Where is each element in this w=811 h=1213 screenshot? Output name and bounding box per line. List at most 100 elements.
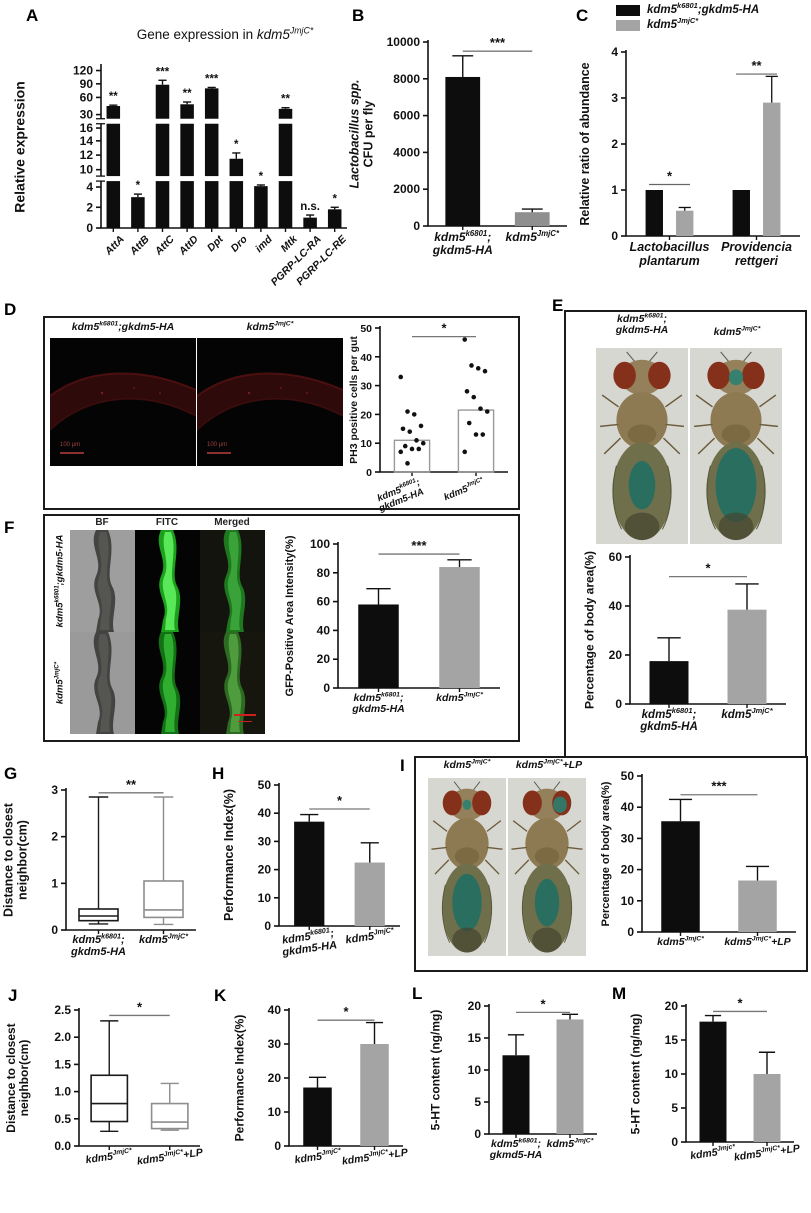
svg-text:4: 4 <box>611 45 618 59</box>
svg-text:16: 16 <box>80 121 94 135</box>
fly-photo <box>690 348 782 544</box>
svg-text:0: 0 <box>627 925 634 939</box>
merged-gut-image <box>200 530 265 632</box>
merged-gut-image <box>200 632 265 734</box>
panel-e-ylabel: Percentage of body area(%) <box>582 550 597 710</box>
x-axis-label: kdm5k6801; gkdm5-HA <box>640 706 698 734</box>
svg-text:*: * <box>737 995 743 1010</box>
svg-text:5: 5 <box>474 1095 481 1109</box>
chart-svg: 0.0 0.5 1.0 1.5 2.0 2.5 * <box>54 999 200 1153</box>
svg-text:*: * <box>137 999 143 1014</box>
panel-j-letter: J <box>8 986 18 1005</box>
panel-i-ylabel: Percentage of body area(%) <box>599 781 612 927</box>
panel-f-column-header: Merged <box>214 517 250 528</box>
svg-text:**: ** <box>109 91 118 103</box>
panel-m-ylabel: 5-HT content (ng/mg) <box>628 1013 643 1135</box>
svg-text:60: 60 <box>317 595 331 609</box>
chart-svg: 0 20 40 60 80 100 *** <box>310 537 500 695</box>
panel-k-chart: 0 10 20 30 40 * kdm5JmjC* kdm5JmjC*+LP <box>255 1002 413 1174</box>
scale-bar <box>238 721 252 722</box>
svg-text:10: 10 <box>665 1067 679 1081</box>
x-axis-label: kdm5JmjC* <box>139 932 188 946</box>
svg-text:40: 40 <box>258 806 272 820</box>
svg-text:40: 40 <box>268 1003 282 1017</box>
svg-text:20: 20 <box>317 652 331 666</box>
svg-text:80: 80 <box>317 566 331 580</box>
panel-e-image-label: kdm5k6801; gkdm5-HA <box>615 312 669 337</box>
svg-text:30: 30 <box>360 381 372 393</box>
svg-text:10: 10 <box>258 891 272 905</box>
svg-text:2: 2 <box>611 137 618 151</box>
legend-item: kdm5JmjC* <box>616 17 759 31</box>
panel-h-chart: 0 10 20 30 40 50 * kdm5k6801; gkdm5-HA kdm5JmjC* <box>245 775 410 972</box>
svg-text:12: 12 <box>80 148 94 162</box>
panel-i-chart: 0 10 20 30 40 50 *** kdm5JmjC* kdm5JmjC*+LP <box>612 766 804 962</box>
panel-a-title: Gene expression in kdm5JmjC* <box>136 25 314 42</box>
svg-text:**: ** <box>281 94 290 106</box>
x-axis-label: Providencia rettgeri <box>721 240 792 268</box>
svg-text:40: 40 <box>317 623 331 637</box>
svg-text:3: 3 <box>611 91 618 105</box>
svg-text:0: 0 <box>366 467 372 479</box>
panel-b-chart: 0 2000 4000 6000 8000 10000 *** kdm5k6801; gkdm5… <box>372 28 577 280</box>
svg-text:0.5: 0.5 <box>54 1112 71 1126</box>
x-axis-label: kdm5JmjC* <box>546 1137 594 1150</box>
svg-text:14: 14 <box>80 134 94 148</box>
chart-svg: 0 10 20 30 40 50 * <box>360 321 508 479</box>
panel-m-chart: 0 5 10 15 20 * kdm5Jmjc* kdm5JmjC*+LP <box>652 995 804 1170</box>
svg-text:6000: 6000 <box>393 109 420 123</box>
svg-text:*: * <box>441 321 447 336</box>
panel-k-ylabel: Performance Index(%) <box>232 1014 247 1142</box>
svg-text:30: 30 <box>80 108 94 122</box>
legend-label: kdm5k6801;gkdm5-HA <box>647 1 760 16</box>
x-axis-label: kdm5JmjC* <box>505 229 559 244</box>
svg-text:40: 40 <box>360 352 372 364</box>
panel-i-image-label: kdm5JmjC* <box>443 758 491 771</box>
svg-text:15: 15 <box>468 1031 482 1045</box>
svg-text:20: 20 <box>621 863 635 877</box>
legend-item: kdm5k6801;gkdm5-HA <box>616 1 760 16</box>
svg-text:2: 2 <box>51 830 58 844</box>
svg-text:90: 90 <box>80 77 94 91</box>
svg-text:0: 0 <box>86 221 93 235</box>
svg-text:n.s.: n.s. <box>300 201 320 213</box>
panel-l-chart: 0 5 10 15 20 * kdm5k6801; gkmd5-HA kdm5JmjC* <box>455 996 607 1174</box>
panel-f-letter: F <box>4 518 15 537</box>
panel-d-image-label: kdm5JmjC* <box>246 320 294 333</box>
svg-text:0: 0 <box>264 919 271 933</box>
svg-text:4: 4 <box>86 180 93 194</box>
svg-text:*: * <box>332 193 337 205</box>
svg-text:1: 1 <box>51 876 58 890</box>
svg-text:100: 100 <box>310 537 330 551</box>
panel-a-letter: A <box>26 6 39 25</box>
svg-text:60: 60 <box>609 550 623 564</box>
svg-text:10: 10 <box>621 894 635 908</box>
panel-f-column-header: BF <box>95 517 109 528</box>
svg-text:20: 20 <box>258 863 272 877</box>
panel-a-ylabel: Relative expression <box>11 81 28 213</box>
svg-text:**: ** <box>751 58 762 73</box>
x-axis-label: kdm5k6801; gkmd5-HA <box>489 1137 543 1162</box>
svg-text:10: 10 <box>268 1105 282 1119</box>
svg-text:20: 20 <box>609 648 623 662</box>
svg-text:**: ** <box>183 88 192 100</box>
scale-bar <box>234 714 256 716</box>
svg-text:4000: 4000 <box>393 145 420 159</box>
panel-j-ylabel: Distance to closest neighbor(cm) <box>3 1023 31 1133</box>
svg-text:0: 0 <box>323 681 330 695</box>
svg-text:*: * <box>705 561 711 576</box>
scale-bar-label: 100 μm <box>60 442 81 448</box>
svg-text:20: 20 <box>268 1071 282 1085</box>
svg-text:20: 20 <box>360 409 372 421</box>
panel-f-row-label: kdm5k6801;gkdm5-HA <box>53 534 66 628</box>
svg-text:*: * <box>136 180 141 192</box>
svg-text:***: *** <box>411 538 427 553</box>
chart-svg: 0 2000 4000 6000 8000 10000 *** <box>387 35 567 233</box>
panel-i-letter: I <box>400 756 405 775</box>
panel-b-letter: B <box>352 6 365 25</box>
x-axis-label: kdm5JmjC* <box>721 706 773 721</box>
svg-text:2: 2 <box>86 200 93 214</box>
panel-d-chart: 0 10 20 30 40 50 * kdm5k6801; gkdm5-HA kdm5JmjC* <box>350 320 518 515</box>
